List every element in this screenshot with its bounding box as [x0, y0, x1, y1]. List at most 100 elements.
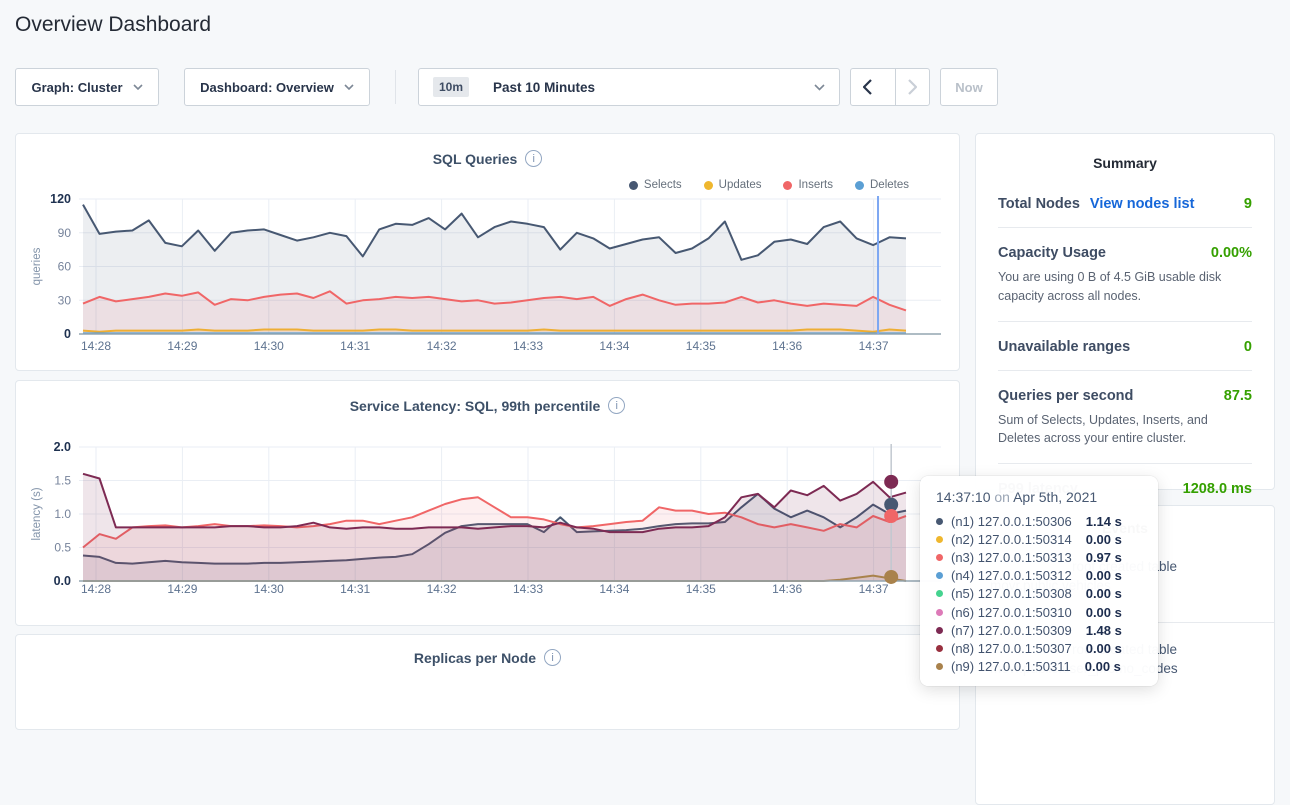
- tooltip-row: (n3) 127.0.0.1:50313 0.97 s: [936, 548, 1142, 566]
- svg-text:14:31: 14:31: [340, 339, 370, 353]
- svg-text:14:35: 14:35: [686, 339, 716, 353]
- tooltip-node-value: 0.00 s: [1086, 568, 1122, 583]
- view-nodes-list-link[interactable]: View nodes list: [1090, 196, 1195, 212]
- p99-latency-value: 1208.0 ms: [1183, 481, 1252, 497]
- series-dot: [936, 645, 943, 652]
- svg-text:30: 30: [58, 293, 72, 307]
- page-title: Overview Dashboard: [15, 13, 211, 37]
- unavailable-ranges-row: Unavailable ranges 0: [998, 322, 1252, 371]
- tooltip-node-value: 0.00 s: [1086, 586, 1122, 601]
- series-dot: [936, 590, 943, 597]
- chevron-right-icon: [908, 79, 917, 95]
- series-dot: [936, 554, 943, 561]
- svg-text:60: 60: [58, 260, 72, 274]
- sql-queries-chart[interactable]: 030609012014:2814:2914:3014:3114:3214:33…: [16, 134, 959, 370]
- svg-text:14:30: 14:30: [254, 582, 284, 596]
- tooltip-node-label: (n6) 127.0.0.1:50310: [951, 605, 1072, 620]
- svg-text:14:30: 14:30: [254, 339, 284, 353]
- svg-text:90: 90: [58, 226, 72, 240]
- time-range-badge: 10m: [433, 77, 469, 97]
- tooltip-row: (n1) 127.0.0.1:503061.14 s: [936, 512, 1142, 530]
- svg-text:1.5: 1.5: [54, 474, 71, 488]
- tooltip-node-label: (n3) 127.0.0.1:50313: [951, 550, 1072, 565]
- service-latency-card: Service Latency: SQL, 99th percentile i …: [15, 380, 960, 626]
- tooltip-node-value: 0.97 s: [1086, 550, 1122, 565]
- replicas-per-node-card: Replicas per Node i: [15, 634, 960, 730]
- unavailable-ranges-label: Unavailable ranges: [998, 339, 1130, 355]
- time-range-picker[interactable]: 10m Past 10 Minutes: [418, 68, 840, 106]
- tooltip-node-label: (n4) 127.0.0.1:50312: [951, 568, 1072, 583]
- tooltip-row: (n9) 127.0.0.1:50311 0.00 s: [936, 658, 1142, 676]
- tooltip-node-label: (n5) 127.0.0.1:50308: [951, 586, 1072, 601]
- svg-text:0.5: 0.5: [54, 541, 71, 555]
- svg-text:14:34: 14:34: [599, 582, 629, 596]
- next-interval-button[interactable]: [895, 69, 930, 105]
- tooltip-node-label: (n9) 127.0.0.1:50311: [951, 659, 1071, 674]
- tooltip-row: (n7) 127.0.0.1:50309 1.48 s: [936, 621, 1142, 639]
- tooltip-row: (n4) 127.0.0.1:50312 0.00 s: [936, 567, 1142, 585]
- queries-per-second-row: Queries per second 87.5 Sum of Selects, …: [998, 371, 1252, 465]
- svg-text:0: 0: [64, 327, 71, 341]
- chevron-down-icon: [133, 84, 143, 90]
- svg-text:queries: queries: [31, 247, 43, 285]
- total-nodes-row: Total Nodes View nodes list 9: [998, 179, 1252, 228]
- tooltip-row: (n8) 127.0.0.1:50307 0.00 s: [936, 639, 1142, 657]
- chevron-left-icon: [863, 79, 872, 95]
- replicas-per-node-title: Replicas per Node: [414, 650, 536, 666]
- tooltip-node-value: 0.00 s: [1086, 605, 1122, 620]
- chevron-down-icon: [814, 84, 825, 91]
- dashboard-dropdown[interactable]: Dashboard: Overview: [184, 68, 370, 106]
- svg-text:1.0: 1.0: [54, 507, 71, 521]
- toolbar-divider: [395, 70, 396, 104]
- graph-dropdown[interactable]: Graph: Cluster: [15, 68, 159, 106]
- time-range-label: Past 10 Minutes: [493, 80, 595, 95]
- total-nodes-value: 9: [1244, 196, 1252, 212]
- series-dot: [936, 609, 943, 616]
- svg-text:14:31: 14:31: [340, 582, 370, 596]
- series-dot: [936, 518, 943, 525]
- tooltip-node-value: 1.14 s: [1086, 514, 1122, 529]
- chevron-down-icon: [344, 84, 354, 90]
- tooltip-row: (n6) 127.0.0.1:50310 0.00 s: [936, 603, 1142, 621]
- svg-text:14:33: 14:33: [513, 339, 543, 353]
- tooltip-node-value: 0.00 s: [1085, 659, 1121, 674]
- service-latency-chart[interactable]: 0.0 0.5 1.0 1.5 2.0 14:28 14:29 14:30 14:31 14:32…: [16, 381, 959, 625]
- queries-per-second-label: Queries per second: [998, 388, 1133, 404]
- capacity-usage-value: 0.00%: [1211, 245, 1252, 261]
- svg-text:14:33: 14:33: [513, 582, 543, 596]
- svg-text:14:36: 14:36: [772, 339, 802, 353]
- series-dot: [936, 572, 943, 579]
- tooltip-timestamp: 14:37:10 on Apr 5th, 2021: [936, 489, 1142, 505]
- summary-title: Summary: [998, 134, 1252, 179]
- svg-text:14:28: 14:28: [81, 582, 111, 596]
- chart-hover-tooltip: 14:37:10 on Apr 5th, 2021 (n1) 127.0.0.1…: [920, 476, 1158, 686]
- tooltip-node-value: 1.48 s: [1086, 623, 1122, 638]
- svg-text:14:29: 14:29: [167, 582, 197, 596]
- svg-text:14:32: 14:32: [427, 339, 457, 353]
- capacity-usage-row: Capacity Usage 0.00% You are using 0 B o…: [998, 228, 1252, 322]
- time-step-buttons: [850, 68, 930, 106]
- unavailable-ranges-value: 0: [1244, 339, 1252, 355]
- dashboard-dropdown-label: Dashboard: Overview: [200, 80, 334, 95]
- series-dot: [936, 536, 943, 543]
- total-nodes-label: Total Nodes: [998, 196, 1080, 212]
- sql-queries-card: SQL Queries i SelectsUpdatesInsertsDelet…: [15, 133, 960, 371]
- tooltip-node-value: 0.00 s: [1086, 641, 1122, 656]
- prev-interval-button[interactable]: [851, 69, 885, 105]
- info-icon[interactable]: i: [544, 649, 561, 666]
- series-dot: [936, 663, 943, 670]
- now-button[interactable]: Now: [940, 68, 998, 106]
- svg-text:2.0: 2.0: [54, 440, 71, 454]
- tooltip-node-label: (n7) 127.0.0.1:50309: [951, 623, 1072, 638]
- tooltip-node-label: (n8) 127.0.0.1:50307: [951, 641, 1072, 656]
- svg-text:14:36: 14:36: [772, 582, 802, 596]
- svg-text:14:28: 14:28: [81, 339, 111, 353]
- svg-text:14:32: 14:32: [427, 582, 457, 596]
- graph-dropdown-label: Graph: Cluster: [31, 80, 122, 95]
- svg-text:14:35: 14:35: [686, 582, 716, 596]
- tooltip-node-value: 0.00 s: [1086, 532, 1122, 547]
- tooltip-node-label: (n2) 127.0.0.1:50314: [951, 532, 1072, 547]
- svg-text:0.0: 0.0: [54, 574, 71, 588]
- svg-text:14:29: 14:29: [167, 339, 197, 353]
- capacity-usage-label: Capacity Usage: [998, 245, 1106, 261]
